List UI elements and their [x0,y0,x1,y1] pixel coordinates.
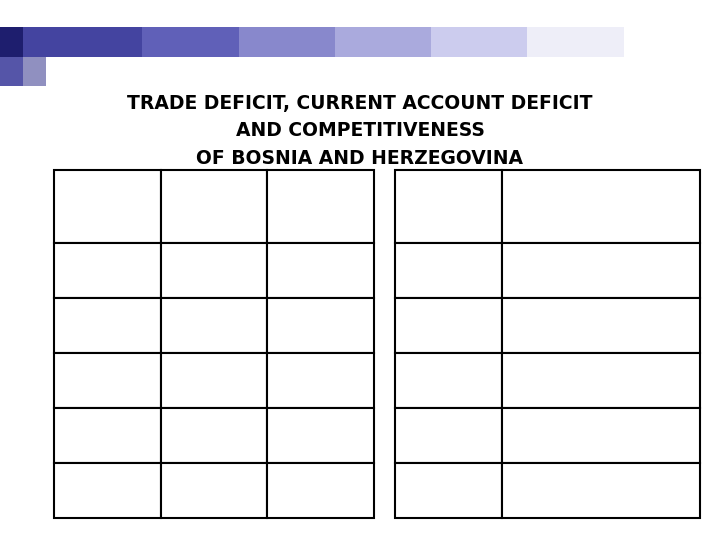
Bar [395,243,502,298]
Bar [624,27,720,57]
Text: Trade
deficit
(% GDP): Trade deficit (% GDP) [186,185,241,228]
Bar [267,353,374,408]
Text: 2008: 2008 [84,427,130,445]
Text: - 54.0: - 54.0 [187,261,240,280]
Bar [267,463,374,518]
Bar [54,408,161,463]
Text: AND COMPETITIVENESS: AND COMPETITIVENESS [235,122,485,140]
Bar [54,243,161,298]
Bar [161,298,267,353]
Bar [267,170,374,243]
Bar [0,27,23,57]
Bar [502,463,700,518]
Text: - 34.8: - 34.8 [187,372,240,390]
Bar [395,298,502,353]
Text: - 38.1: - 38.1 [187,427,240,445]
Bar [54,463,161,518]
Text: - 10.5: - 10.5 [294,482,347,500]
Bar [395,463,502,518]
Bar [161,463,267,518]
Bar [143,27,238,57]
Bar [267,243,374,298]
Text: 2008: 2008 [426,427,472,445]
Bar [161,353,267,408]
Text: Current
Acc.def.
(% GDP): Current Acc.def. (% GDP) [293,185,348,228]
Bar [528,27,624,57]
Text: 2009: 2009 [426,482,472,500]
Bar [335,27,431,57]
Text: 2004: 2004 [84,316,130,335]
Bar [54,170,161,243]
Bar [502,408,700,463]
Text: 107 / 134: 107 / 134 [557,427,644,445]
Text: - 14.9: - 14.9 [294,427,347,445]
Bar [267,408,374,463]
Text: - 16.3: - 16.3 [294,316,347,335]
Text: 2007: 2007 [426,372,472,390]
Text: - 29.0: - 29.0 [187,482,240,500]
Bar [502,170,700,243]
Text: - 19.3: - 19.3 [294,261,347,280]
Text: 109 / 133: 109 / 133 [557,482,644,500]
Bar [502,298,700,353]
Text: 2009: 2009 [84,482,130,500]
Bar [0,57,23,86]
Text: OF BOSNIA AND HERZEGOVINA: OF BOSNIA AND HERZEGOVINA [197,148,523,167]
Text: - 45.6: - 45.6 [187,316,240,335]
Bar [238,27,335,57]
Text: Year: Year [434,200,463,213]
Bar [502,243,700,298]
Text: 106 / 131: 106 / 131 [557,372,644,390]
Bar [395,353,502,408]
Bar [46,27,143,57]
Text: Year: Year [93,200,122,213]
Bar [267,298,374,353]
Bar [23,57,46,86]
Bar [54,298,161,353]
Text: 2002: 2002 [84,261,130,280]
Bar [395,170,502,243]
Text: 2006: 2006 [426,316,472,335]
Text: 81 / 104: 81 / 104 [563,261,639,280]
Text: 2004: 2004 [426,261,472,280]
Text: - 7.9: - 7.9 [300,372,341,390]
Bar [161,170,267,243]
Bar [395,408,502,463]
Bar [431,27,528,57]
Bar [54,353,161,408]
Text: 2006: 2006 [84,372,130,390]
Bar [161,408,267,463]
Text: 82 / 122: 82 / 122 [563,316,639,335]
Bar [502,353,700,408]
Bar [161,243,267,298]
Bar [23,27,46,57]
Text: Ranking in GCR
(BiH / number of
countries included): Ranking in GCR (BiH / number of countrie… [537,185,665,228]
Text: TRADE DEFICIT, CURRENT ACCOUNT DEFICIT: TRADE DEFICIT, CURRENT ACCOUNT DEFICIT [127,94,593,113]
